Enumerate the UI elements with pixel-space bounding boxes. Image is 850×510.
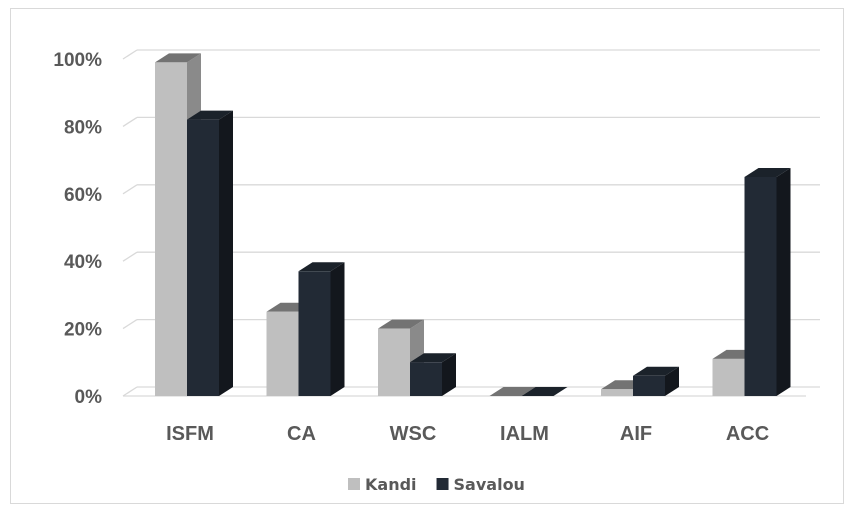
bar-side — [442, 353, 456, 396]
bar-savalou-ialm — [521, 387, 568, 396]
bar-top — [187, 110, 233, 120]
legend: Kandi Savalou — [348, 475, 525, 494]
gridline-depth — [122, 251, 138, 262]
x-category-label: AIF — [620, 423, 652, 445]
legend-swatch — [348, 478, 360, 490]
bar-top — [521, 387, 568, 396]
x-category-label: ACC — [726, 423, 769, 445]
bar-front — [410, 362, 442, 396]
bar-kandi-ialm — [489, 387, 536, 396]
y-tick-label: 100% — [53, 50, 102, 71]
y-tick-label: 40% — [64, 252, 102, 273]
y-tick-label: 20% — [64, 320, 102, 341]
y-tick-label: 60% — [64, 185, 102, 206]
chart-frame — [10, 8, 844, 504]
bar-top — [744, 167, 791, 177]
x-category-label: WSC — [390, 423, 437, 445]
bar-front — [633, 375, 665, 396]
legend-label: Savalou — [454, 475, 525, 494]
bar-top — [378, 319, 424, 329]
bar-front — [378, 328, 410, 396]
bar-side — [330, 262, 345, 396]
y-tick-label: 80% — [64, 117, 102, 138]
bar-top — [155, 53, 201, 63]
x-category-label: ISFM — [166, 423, 214, 445]
bar-front — [712, 358, 745, 396]
bar-front — [155, 62, 187, 397]
bar-savalou-isfm — [187, 110, 233, 396]
bar-front — [298, 271, 331, 396]
bar-front — [744, 176, 777, 396]
bar-savalou-acc — [744, 167, 791, 396]
bar-side — [776, 167, 791, 396]
legend-item-savalou: Savalou — [436, 475, 525, 494]
legend-swatch — [436, 478, 449, 490]
bar-savalou-wsc — [410, 353, 456, 396]
bar-front — [187, 119, 219, 396]
y-tick-label: 0% — [75, 387, 103, 408]
bar-top — [489, 387, 536, 396]
legend-label: Kandi — [365, 475, 417, 494]
y-axis-ticks: 0% 20% 40% 60% 80% 100% — [53, 50, 102, 408]
x-category-label: IALM — [500, 423, 549, 445]
bar-front — [601, 389, 633, 396]
bar-top — [410, 353, 456, 363]
gridline-depth — [122, 49, 138, 60]
bar-top — [298, 262, 345, 272]
gridline-depth — [122, 386, 138, 397]
gridline-depth — [122, 319, 138, 330]
bar-savalou-ca — [298, 262, 345, 396]
bar-top — [633, 366, 679, 376]
bar-front — [266, 311, 299, 396]
bar-side — [665, 366, 679, 396]
x-axis-categories: ISFM CA WSC IALM AIF ACC — [166, 423, 769, 445]
gridline-depth — [122, 184, 138, 195]
x-category-label: CA — [287, 423, 316, 445]
bars — [155, 53, 791, 397]
gridlines — [122, 49, 820, 397]
gridline-depth — [122, 116, 138, 127]
bar-side — [219, 110, 233, 396]
bar-savalou-aif — [633, 366, 679, 396]
legend-item-kandi: Kandi — [348, 475, 417, 494]
